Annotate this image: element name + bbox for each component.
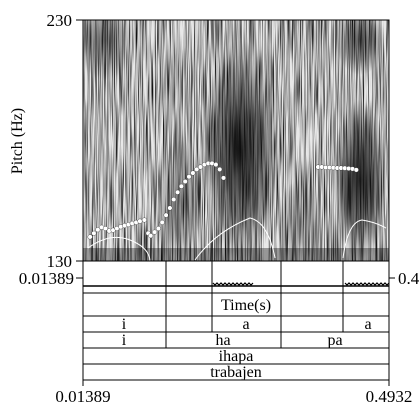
x-tick-label-left: 0.01389: [55, 387, 110, 406]
y-axis-label: Pitch (Hz): [9, 108, 26, 174]
tier2-label-pa: pa: [327, 332, 342, 349]
spectrogram: [83, 20, 389, 261]
pitch-point: [148, 233, 154, 239]
pitch-point: [87, 234, 93, 240]
pitch-point: [194, 166, 200, 172]
pitch-point: [217, 166, 223, 172]
intensity-curve-3: [342, 219, 387, 259]
tier2-label-i: i: [122, 332, 127, 349]
pitch-point: [186, 174, 192, 180]
pitch-point: [178, 183, 184, 189]
pitch-point: [137, 218, 143, 224]
spectrogram-frame: [82, 19, 390, 262]
pitch-point: [167, 205, 173, 211]
pitch-point: [155, 226, 161, 231]
pitch-point: [182, 179, 188, 184]
waveform-tick-label-left: 0.01389: [19, 269, 74, 288]
intensity-curve-1: [87, 236, 151, 263]
tier3-label-ihapa: ihapa: [219, 348, 254, 365]
waveform-burst-1: [212, 282, 254, 286]
pitch-point: [175, 189, 181, 195]
pitch-point: [102, 226, 108, 231]
pitch-point: [190, 170, 196, 176]
tier4-label-trabajen: trabajen: [210, 364, 262, 381]
pitch-point: [221, 175, 226, 181]
tier1-label-a-2: a: [364, 316, 371, 333]
tier1-label-i: i: [122, 316, 127, 333]
pitch-point: [171, 197, 177, 202]
pitch-point: [152, 229, 158, 235]
tier1-label-a-1: a: [242, 316, 249, 333]
pitch-point: [198, 164, 203, 170]
y-tick-label-min: 130: [47, 252, 73, 271]
y-tick-label-max: 230: [47, 11, 73, 30]
x-axis-label: Time(s): [221, 297, 271, 314]
tier2-label-ha: ha: [215, 332, 230, 349]
x-tick-label-right: 0.4932: [366, 387, 413, 406]
waveform-tick-label-right: 0.4: [398, 269, 419, 288]
waveform-burst-2: [344, 282, 390, 286]
annotation-tiers: Time(s) i a a i ha pa ihapa trabajen: [82, 261, 390, 381]
pitch-point: [213, 162, 219, 168]
pitch-point: [353, 167, 359, 173]
pitch-point: [141, 217, 147, 223]
pitch-point: [95, 227, 101, 233]
pitch-point: [163, 212, 169, 218]
waveform-panel: 0.01389 0.4: [19, 261, 419, 293]
intensity-curve-2: [194, 217, 276, 261]
pitch-point: [159, 219, 165, 225]
pitch-point: [91, 230, 97, 236]
pitch-track: [87, 160, 359, 240]
